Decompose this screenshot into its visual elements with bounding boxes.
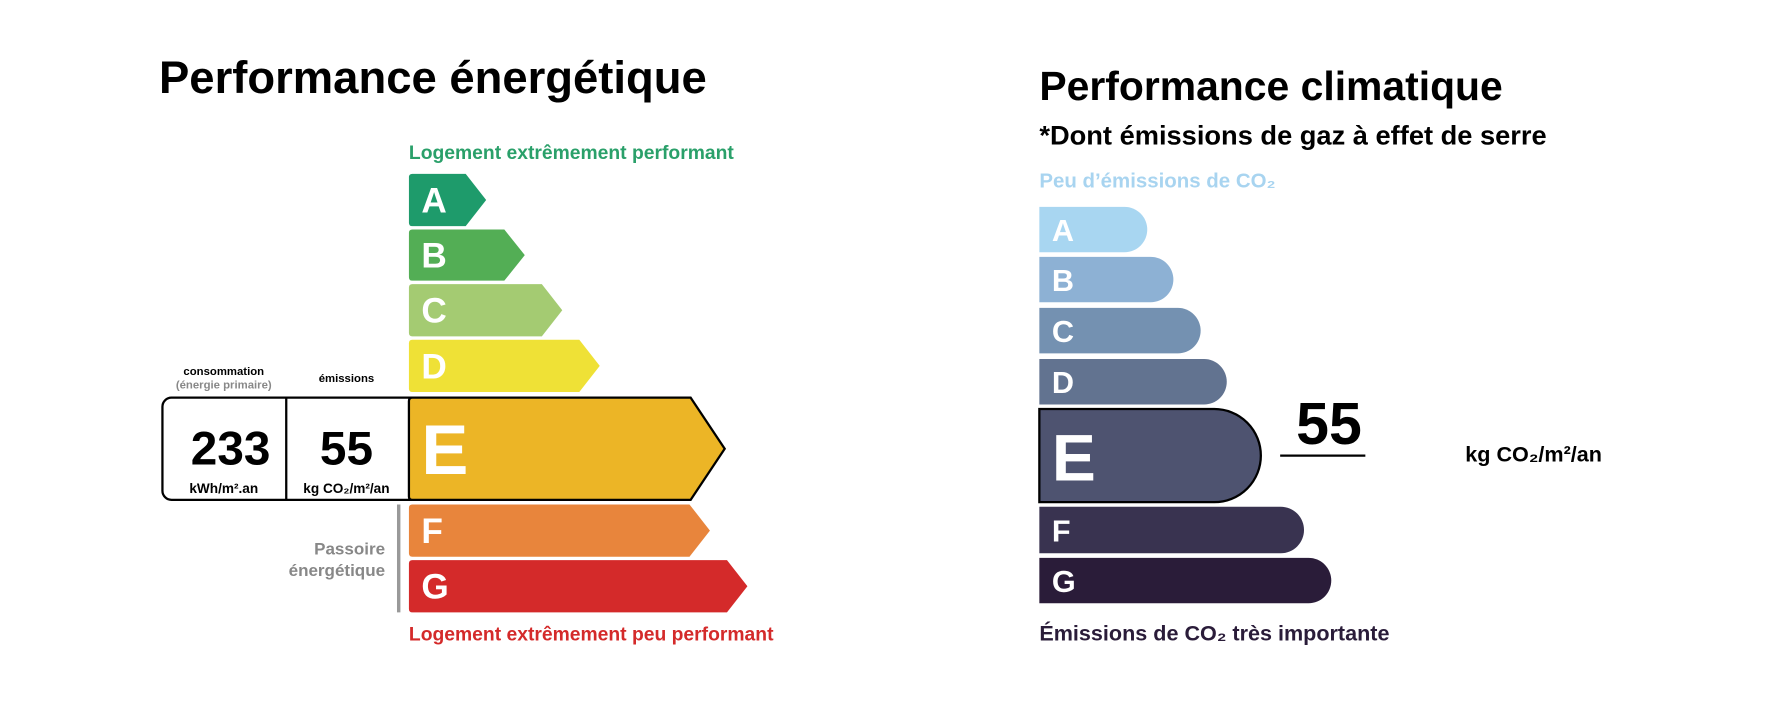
climate-value: 55: [1296, 391, 1362, 457]
energy-class-arrow: [408, 560, 748, 613]
climate-class-letter: E: [1052, 421, 1096, 495]
climate-class-letter: G: [1052, 565, 1076, 599]
emissions-unit: kg CO₂/m²/an: [303, 481, 389, 496]
energy-class-letter: C: [421, 292, 446, 331]
climate-class-bar: [1039, 359, 1227, 405]
energy-title: Performance énergétique: [159, 52, 707, 103]
climate-class-letter: F: [1052, 514, 1071, 548]
climate-subtitle: *Dont émissions de gaz à effet de serre: [1039, 119, 1546, 150]
climate-class-bar: [1039, 256, 1174, 303]
consumption-unit: kWh/m².an: [189, 481, 258, 496]
energy-top-label: Logement extrêmement performant: [409, 143, 734, 164]
energy-class-letter: B: [421, 237, 446, 276]
climate-unit: kg CO₂/m²/an: [1465, 441, 1602, 466]
climate-class-bar: [1039, 206, 1148, 253]
emissions-header: émissions: [319, 373, 374, 385]
climate-class-bar: [1039, 307, 1201, 354]
energy-class-letter: A: [421, 182, 446, 221]
climate-class-bar: [1039, 506, 1305, 554]
energy-class-letter: D: [421, 347, 446, 386]
energy-class-arrow: [408, 339, 600, 392]
climate-top-label: Peu d’émissions de CO₂: [1039, 170, 1275, 193]
passoire-text: énergétique: [289, 561, 385, 580]
climate-title: Performance climatique: [1039, 63, 1502, 109]
energy-class-letter: E: [421, 410, 468, 489]
energy-bottom-label: Logement extrêmement peu performant: [409, 625, 774, 646]
consumption-subheader: (énergie primaire): [176, 380, 272, 392]
energy-class-arrow: [408, 173, 487, 227]
energy-class-letter: F: [421, 512, 443, 551]
passoire-text: Passoire: [314, 539, 385, 558]
climate-bottom-label: Émissions de CO₂ très importante: [1039, 621, 1389, 646]
emissions-value: 55: [320, 423, 373, 476]
climate-class-letter: D: [1052, 366, 1074, 400]
climate-class-bar: [1038, 407, 1262, 504]
climate-class-letter: B: [1052, 264, 1074, 298]
energy-class-arrow: [408, 284, 563, 337]
climate-class-letter: C: [1052, 315, 1074, 349]
consumption-header: consommation: [183, 366, 264, 378]
climate-class-bar: [1039, 557, 1332, 604]
consumption-value: 233: [191, 423, 271, 476]
energy-class-arrow: [408, 504, 710, 557]
energy-class-letter: G: [421, 568, 448, 607]
energy-class-arrow: [407, 396, 727, 502]
climate-class-letter: A: [1052, 214, 1074, 248]
energy-class-arrow: [408, 229, 525, 281]
